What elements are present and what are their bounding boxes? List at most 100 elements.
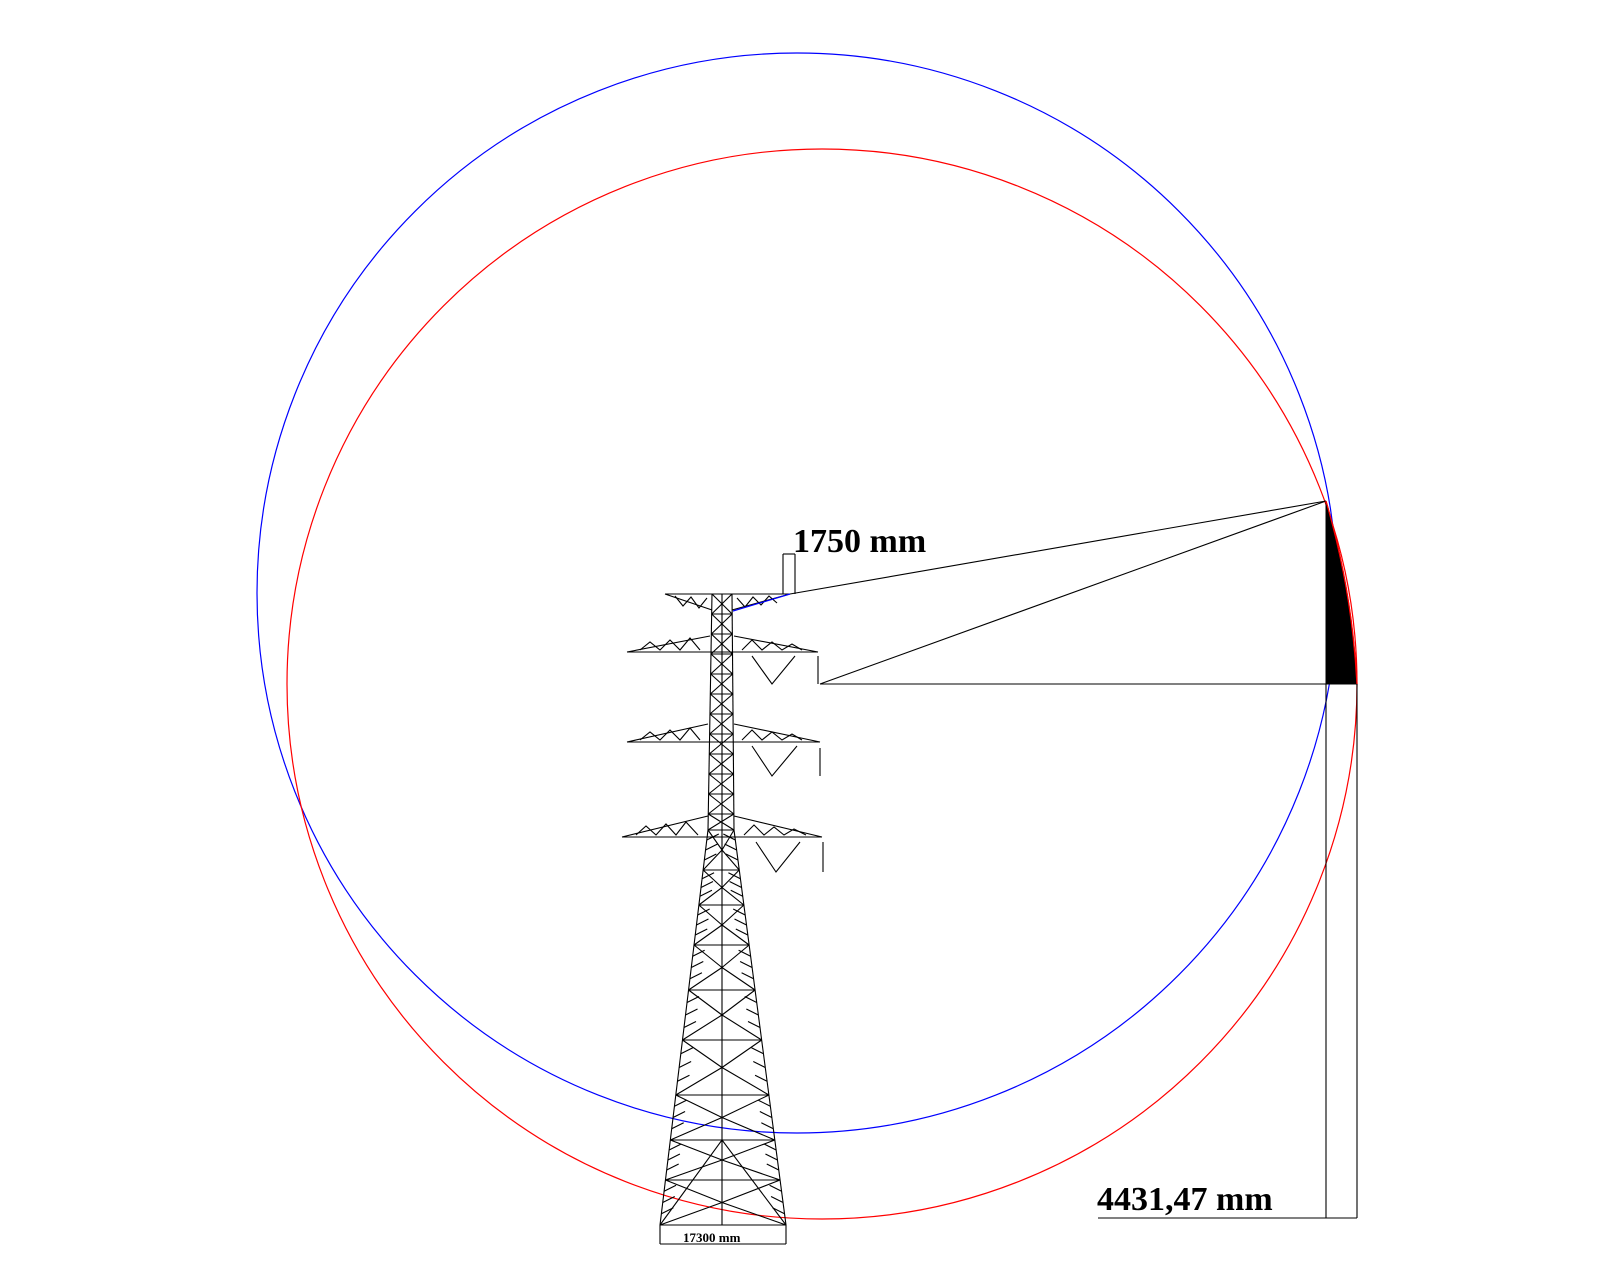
bracing-member xyxy=(708,753,734,775)
bracing-member xyxy=(711,593,733,615)
bracing-member xyxy=(721,1139,776,1161)
bracing-member xyxy=(700,881,714,888)
bracing-member xyxy=(758,1099,771,1107)
bracing-member xyxy=(665,1179,723,1204)
bracing-member xyxy=(769,1184,782,1192)
swing-geometry xyxy=(659,500,1358,1245)
bracing-member xyxy=(705,843,718,851)
bracing-member xyxy=(682,1014,723,1041)
crossarm-dimension-label: 1750 mm xyxy=(793,523,926,560)
bracing-member xyxy=(721,1159,781,1181)
bracing-member xyxy=(709,693,734,715)
base-width-dimension-label: 17300 mm xyxy=(683,1230,741,1245)
bracing-member xyxy=(721,944,750,968)
bracing-member xyxy=(721,1014,762,1041)
bracing-member xyxy=(735,928,749,936)
swing-sector-fill xyxy=(1325,500,1358,685)
bracing-member xyxy=(659,1139,723,1226)
bracing-member xyxy=(701,872,715,880)
bracing-member xyxy=(721,869,740,888)
bracing-member xyxy=(682,1039,723,1068)
bracing-member xyxy=(724,843,737,851)
bracing-member xyxy=(670,1139,723,1161)
bracing-member xyxy=(707,813,735,831)
bracing-member xyxy=(765,1153,778,1161)
crossarm-1 xyxy=(626,635,819,685)
bracing-member xyxy=(739,961,753,968)
bracing-member xyxy=(721,1094,770,1118)
bracing-member xyxy=(694,928,708,936)
bracing-member xyxy=(707,829,723,851)
bracing-member xyxy=(721,904,745,926)
bracing-member xyxy=(688,989,723,1016)
bracing-member xyxy=(721,989,756,1016)
bracing-member xyxy=(680,1047,694,1055)
bracing-member xyxy=(728,872,741,880)
bracing-member xyxy=(721,1201,787,1226)
bracing-member xyxy=(667,1153,681,1161)
bracing-member xyxy=(721,829,735,851)
tower-legs xyxy=(659,593,787,1226)
bracing-member xyxy=(707,793,735,815)
bracing-member xyxy=(696,918,709,926)
bracing-member xyxy=(698,904,723,926)
bracing-member xyxy=(671,1122,684,1130)
crossarm-3 xyxy=(621,815,824,873)
bracing-member xyxy=(662,1196,675,1203)
bracing-member xyxy=(702,849,723,871)
bracing-member xyxy=(678,1061,692,1068)
bracing-member xyxy=(693,924,723,946)
bracing-member xyxy=(708,773,734,795)
bracing-member xyxy=(753,1061,766,1068)
bracing-member xyxy=(686,996,700,1003)
bracing-member xyxy=(770,1196,784,1203)
bracing-member xyxy=(763,1143,777,1151)
bracing-member xyxy=(759,1111,773,1118)
bracing-member xyxy=(708,733,734,755)
bracing-member xyxy=(761,1122,774,1130)
crossarm-2 xyxy=(626,723,821,777)
lower-body-bracing xyxy=(659,829,787,1226)
bracing-member xyxy=(665,1159,723,1181)
bracing-member xyxy=(721,1179,781,1204)
bracing-member xyxy=(751,1047,764,1055)
bracing-member xyxy=(698,887,723,906)
displacement-dimension-label: 4431,47 mm xyxy=(1097,1181,1273,1218)
bracing-member xyxy=(691,961,704,968)
bracing-member xyxy=(747,1021,761,1028)
bracing-member xyxy=(725,853,739,861)
bracing-member xyxy=(721,887,745,906)
bracing-member xyxy=(663,1184,677,1192)
bracing-member xyxy=(697,908,710,916)
bracing-member xyxy=(670,1116,723,1141)
bracing-member xyxy=(709,673,734,695)
bracing-member xyxy=(721,849,740,871)
bracing-member xyxy=(693,944,723,968)
bracing-member xyxy=(721,967,756,991)
bracing-member xyxy=(721,1139,787,1226)
bracing-member xyxy=(675,1094,723,1118)
bracing-member xyxy=(730,889,743,897)
bracing-member xyxy=(702,869,723,888)
transmission-tower xyxy=(621,593,824,1226)
upper-swing-line xyxy=(789,500,1327,595)
bracing-member xyxy=(721,924,750,946)
conductor-line-blue xyxy=(732,593,791,612)
bracing-member xyxy=(704,853,717,861)
bracing-member xyxy=(721,1116,776,1141)
bracing-member xyxy=(672,1111,686,1118)
bracing-member xyxy=(709,713,734,735)
bracing-member xyxy=(721,1039,762,1068)
bracing-member xyxy=(772,1207,785,1215)
bracing-member xyxy=(734,918,747,926)
bracing-member xyxy=(699,889,713,897)
bracing-member xyxy=(744,996,757,1003)
bracing-member xyxy=(729,881,742,888)
bracing-member xyxy=(732,908,746,916)
bracing-member xyxy=(746,1008,759,1016)
bracing-member xyxy=(677,1074,690,1082)
bracing-member xyxy=(741,972,754,980)
bracing-member xyxy=(721,1067,770,1096)
bracing-member xyxy=(683,1021,697,1028)
